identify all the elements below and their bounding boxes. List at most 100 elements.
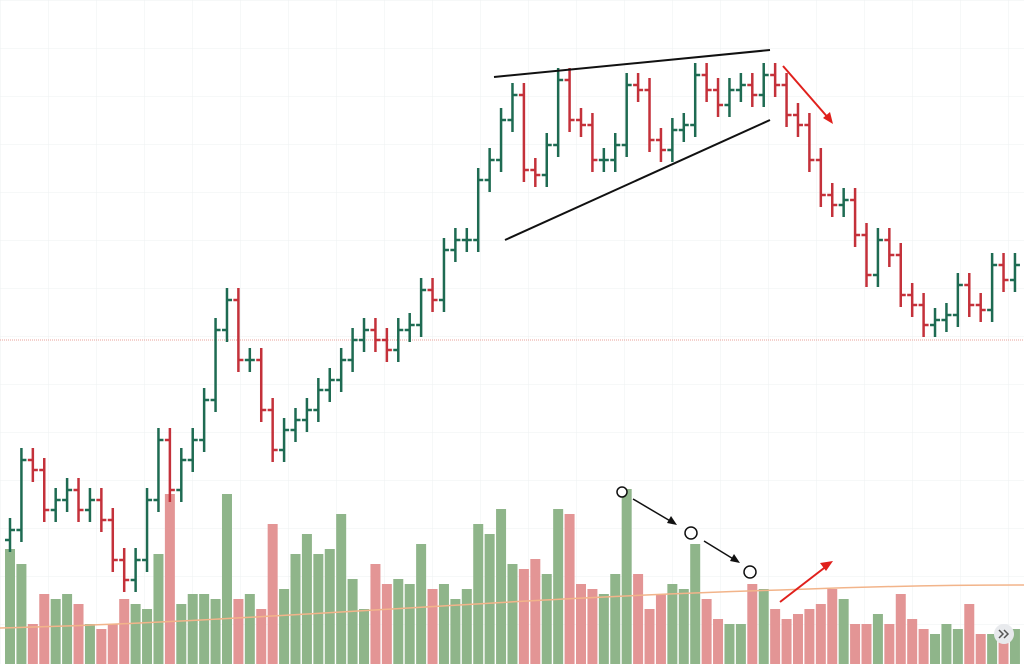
- volume-bar: [598, 594, 609, 664]
- volume-average: [0, 584, 1024, 629]
- volume-bar: [655, 594, 666, 664]
- volume-bar: [107, 624, 118, 664]
- volume-bar: [610, 574, 621, 664]
- volume-bar: [450, 599, 461, 664]
- volume-bar: [404, 584, 415, 664]
- volume-bar: [690, 544, 701, 664]
- volume-bar: [347, 579, 358, 664]
- volume-bar: [233, 599, 244, 664]
- volume-bar: [210, 599, 221, 664]
- volume-bar: [758, 589, 769, 664]
- volume-bar: [427, 589, 438, 664]
- wedge-lower: [504, 119, 771, 241]
- volume-bar: [576, 584, 586, 664]
- volume-bar: [987, 634, 998, 664]
- volume-bar: [941, 624, 952, 664]
- volume-bar: [735, 624, 746, 664]
- volume-bar: [84, 624, 95, 664]
- volume-bar: [952, 629, 963, 664]
- volume-bar: [964, 604, 975, 664]
- marker: [684, 526, 698, 540]
- volume-bar: [324, 549, 335, 664]
- volume-bar: [142, 609, 153, 664]
- volume-bar: [221, 494, 232, 664]
- volume-bar: [701, 599, 712, 664]
- arrow-head: [667, 516, 677, 525]
- arrow-head: [730, 554, 740, 563]
- volume-bar: [747, 584, 758, 664]
- marker: [616, 486, 628, 498]
- volume-bar: [473, 524, 484, 664]
- volume-bar: [507, 564, 518, 664]
- volume-layer: [5, 489, 1020, 664]
- volume-bar: [678, 589, 689, 664]
- arrow-head: [820, 561, 833, 571]
- volume-bar: [461, 589, 472, 664]
- arrow: [632, 498, 673, 523]
- volume-bar: [633, 574, 644, 664]
- volume-bar: [416, 544, 427, 664]
- volume-bar: [199, 594, 210, 664]
- volume-bar: [5, 549, 15, 664]
- volume-bar: [290, 554, 301, 664]
- volume-bar: [393, 579, 404, 664]
- wedge-upper: [493, 49, 771, 78]
- volume-bar: [564, 514, 575, 664]
- volume-bar: [73, 604, 84, 664]
- volume-bar: [39, 594, 50, 664]
- volume-bar: [62, 594, 73, 664]
- volume-bar: [518, 569, 529, 664]
- volume-bar: [621, 489, 632, 664]
- volume-bar: [313, 554, 324, 664]
- volume-bar: [541, 574, 552, 664]
- volume-bar: [381, 584, 392, 664]
- volume-bar: [827, 589, 838, 664]
- volume-bar: [50, 599, 61, 664]
- volume-bar: [244, 594, 255, 664]
- volume-bar: [667, 584, 678, 664]
- arrow: [703, 540, 736, 561]
- volume-bar: [918, 629, 929, 664]
- arrow-down: [782, 65, 831, 121]
- volume-bar: [359, 609, 370, 664]
- volume-bar: [838, 599, 849, 664]
- volume-bar: [553, 509, 564, 664]
- volume-bar: [930, 634, 941, 664]
- volume-bar: [587, 589, 598, 664]
- volume-bar: [438, 584, 449, 664]
- marker: [743, 565, 757, 579]
- volume-bar: [130, 604, 141, 664]
- volume-bar: [998, 639, 1009, 664]
- scroll-icon: [998, 629, 1010, 639]
- volume-bar: [781, 619, 792, 664]
- volume-bar: [164, 494, 175, 664]
- volume-bar: [27, 624, 38, 664]
- volume-bar: [861, 624, 872, 664]
- volume-bar: [187, 594, 198, 664]
- volume-bar: [96, 629, 107, 664]
- volume-bar: [872, 614, 883, 664]
- volume-bar: [770, 609, 781, 664]
- volume-bar: [16, 564, 27, 664]
- volume-bar: [301, 534, 312, 664]
- volume-bar: [713, 619, 724, 664]
- volume-bar: [815, 604, 826, 664]
- volume-bar: [279, 589, 290, 664]
- volume-bar: [792, 614, 803, 664]
- volume-bar: [256, 609, 267, 664]
- volume-bar: [975, 634, 986, 664]
- volume-bar: [496, 509, 507, 664]
- volume-bar: [884, 624, 895, 664]
- arrow-up: [779, 564, 829, 603]
- volume-bar: [850, 624, 861, 664]
- volume-bar: [153, 554, 164, 664]
- volume-bar: [644, 609, 655, 664]
- price-layer: [5, 63, 1020, 592]
- volume-bar: [119, 599, 130, 664]
- volume-bar: [484, 534, 495, 664]
- volume-bar: [530, 559, 541, 664]
- volume-bar: [804, 609, 815, 664]
- volume-bar: [907, 619, 918, 664]
- volume-bar: [176, 604, 187, 664]
